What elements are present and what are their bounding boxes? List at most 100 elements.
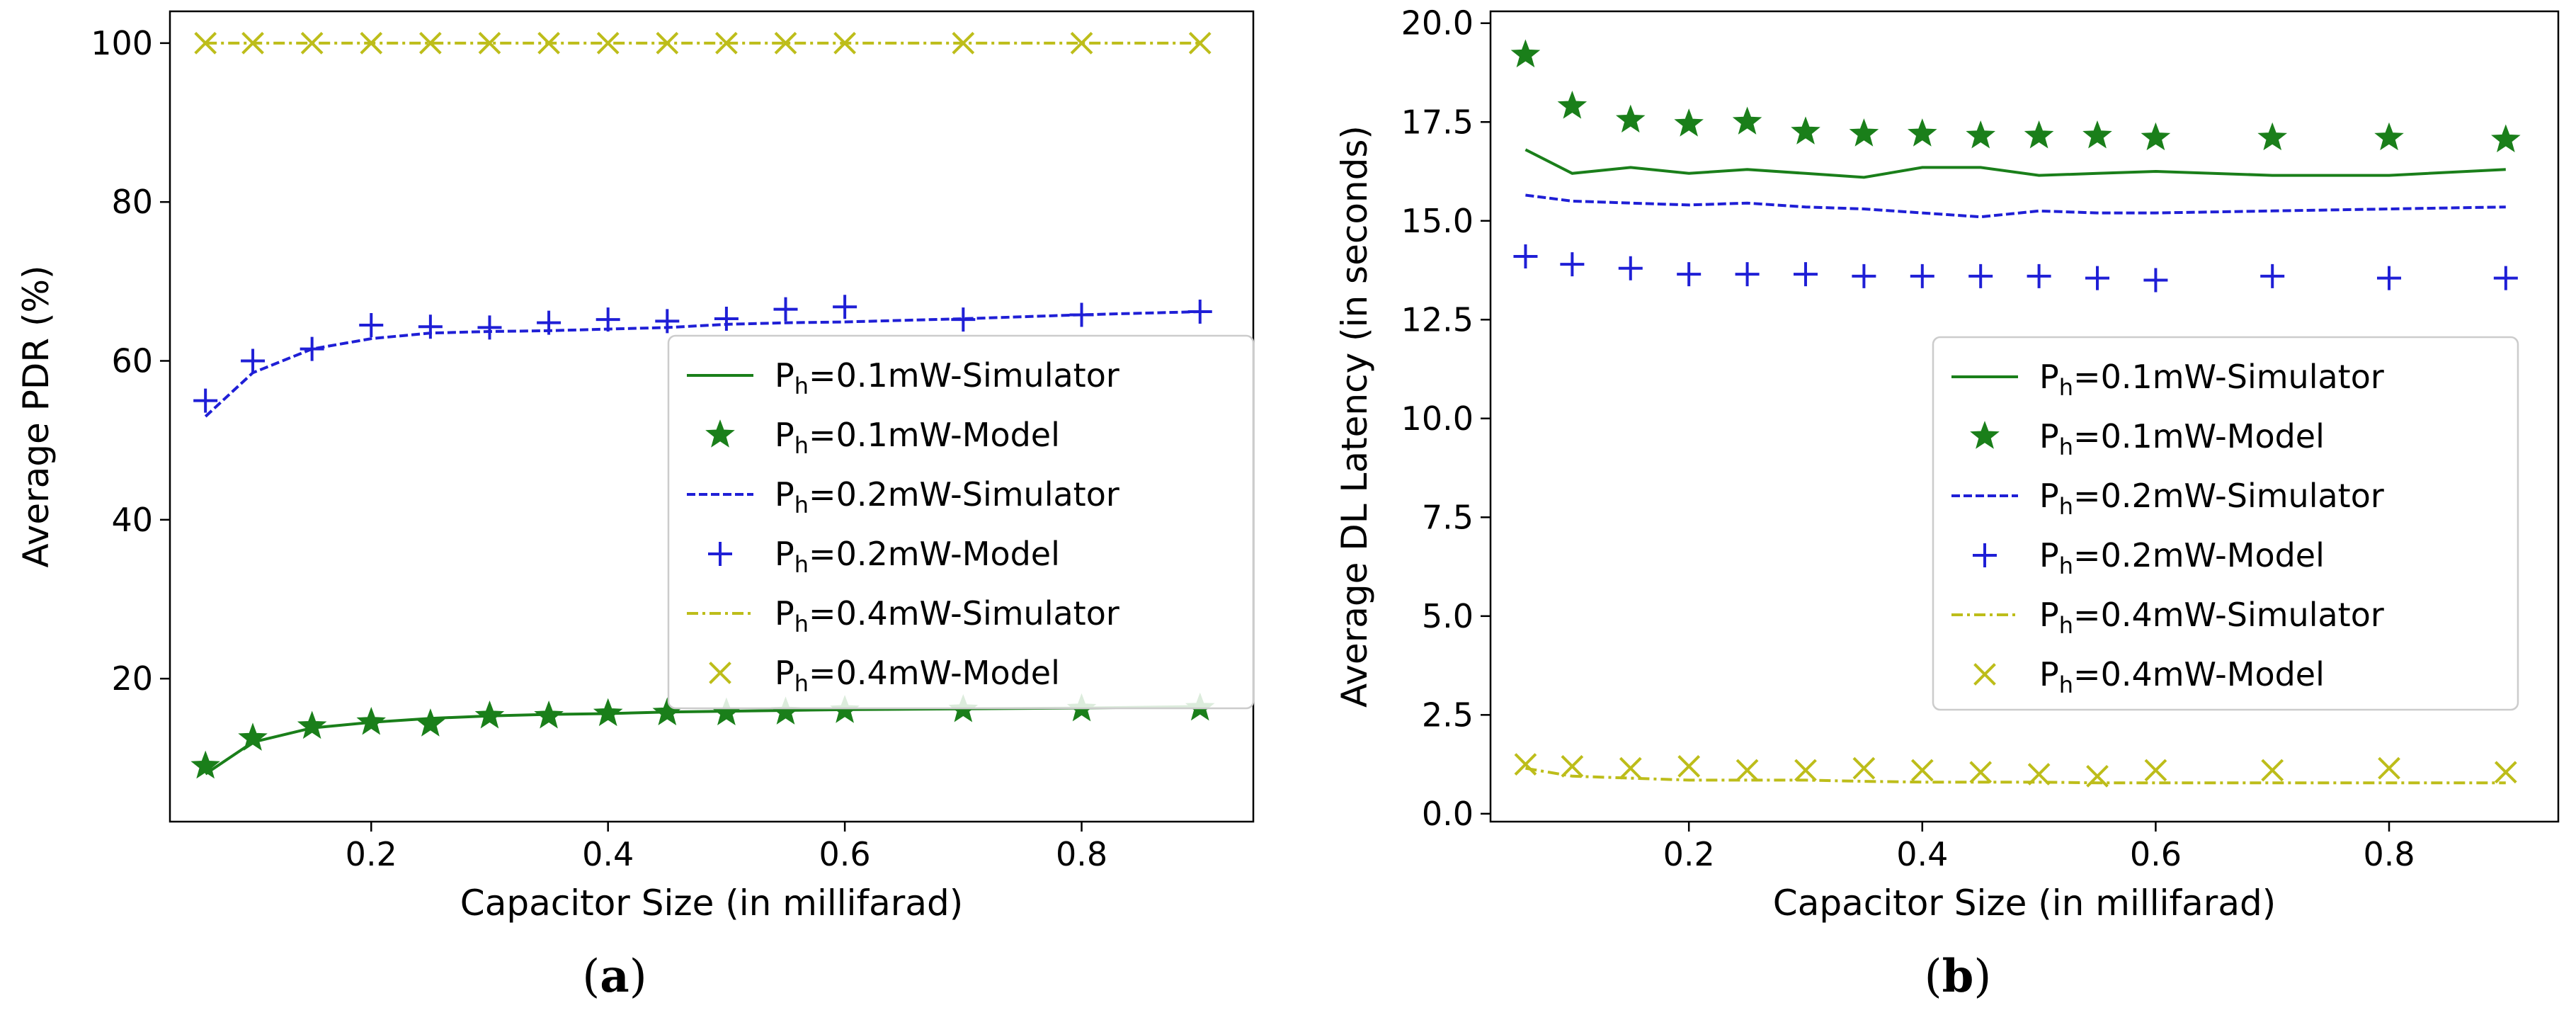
legend-label-main: P <box>2039 536 2059 574</box>
data-point <box>715 31 738 55</box>
data-point <box>1791 116 1820 144</box>
data-point <box>418 314 443 339</box>
legend-label-rest: =0.1mW-Simulator <box>809 356 1119 395</box>
y-tick-label: 5.0 <box>1422 597 1474 635</box>
data-point <box>2086 764 2109 788</box>
data-point <box>1852 263 1876 288</box>
data-point <box>656 31 679 55</box>
legend-marker-swatch <box>1973 543 1997 567</box>
data-point <box>297 710 327 739</box>
data-point <box>1969 761 1993 784</box>
data-point <box>2082 120 2112 149</box>
legend-label-subscript: h <box>794 611 809 637</box>
data-point <box>1966 120 1996 149</box>
legend-label: Ph=0.1mW-Model <box>775 416 1060 459</box>
data-point <box>194 31 217 55</box>
data-point <box>1513 244 1538 268</box>
legend-label: Ph=0.2mW-Simulator <box>2039 477 2384 520</box>
y-tick-label: 0.0 <box>1422 795 1474 833</box>
x-tick-label: 0.2 <box>346 835 397 873</box>
data-point <box>477 315 502 340</box>
x-tick-label: 0.2 <box>1663 835 1715 873</box>
legend-label: Ph=0.1mW-Model <box>2039 417 2325 460</box>
data-point <box>2260 263 2285 288</box>
data-point <box>593 698 623 727</box>
y-tick-label: 80 <box>111 183 153 221</box>
data-point <box>1510 39 1541 68</box>
legend-label-rest: =0.4mW-Model <box>2073 655 2325 693</box>
data-point <box>1910 759 1934 782</box>
data-point <box>2141 122 2171 151</box>
data-point <box>2085 266 2110 290</box>
data-point <box>1561 755 1584 778</box>
data-point <box>419 31 442 55</box>
data-point <box>2377 266 2402 290</box>
data-point <box>1674 108 1704 137</box>
legend-label-rest: =0.2mW-Model <box>2073 536 2325 574</box>
data-point <box>833 31 856 55</box>
data-point <box>1677 755 1701 778</box>
y-tick-label: 10.0 <box>1401 399 1474 438</box>
data-point <box>537 310 562 335</box>
data-point <box>359 313 384 338</box>
legend-entry: Ph=0.4mW-Model <box>1973 655 2325 698</box>
data-point <box>2491 124 2521 153</box>
data-point <box>1560 252 1585 277</box>
legend-label-subscript: h <box>2059 493 2073 520</box>
legend-label-main: P <box>775 356 794 395</box>
series-line <box>1525 766 2506 785</box>
legend-label-rest: =0.4mW-Model <box>809 654 1060 692</box>
data-point <box>1735 262 1760 287</box>
legend-entry: Ph=0.2mW-Simulator <box>1951 477 2384 520</box>
legend-entry: Ph=0.4mW-Model <box>709 654 1060 697</box>
legend-entry: Ph=0.2mW-Simulator <box>687 475 1119 518</box>
legend-marker-swatch <box>1970 421 2000 449</box>
data-point <box>2378 756 2400 780</box>
data-point <box>2143 268 2168 293</box>
legend-entry: Ph=0.2mW-Model <box>1973 536 2325 579</box>
legend-label: Ph=0.2mW-Simulator <box>775 475 1119 518</box>
data-point <box>1794 759 1817 782</box>
y-tick-label: 20.0 <box>1401 4 1474 42</box>
data-point <box>833 295 857 319</box>
legend-label: Ph=0.4mW-Simulator <box>775 594 1119 637</box>
data-point <box>1070 31 1093 55</box>
legend-label-main: P <box>2039 477 2059 515</box>
legend-entry: Ph=0.1mW-Simulator <box>687 356 1119 399</box>
legend-label-subscript: h <box>794 492 809 518</box>
data-point <box>2027 263 2051 288</box>
legend-label-rest: =0.2mW-Simulator <box>809 475 1119 514</box>
legend-label-main: P <box>2039 417 2059 455</box>
data-point <box>2494 761 2517 784</box>
y-tick-label: 12.5 <box>1401 300 1474 339</box>
plot-frame <box>1489 10 2560 823</box>
legend-marker-swatch <box>1973 663 1996 686</box>
series-line <box>1524 148 2506 179</box>
legend-label: Ph=0.4mW-Simulator <box>2039 596 2384 639</box>
legend-label: Ph=0.2mW-Model <box>2039 536 2325 579</box>
legend-label: Ph=0.2mW-Model <box>775 535 1060 578</box>
data-point <box>596 31 620 55</box>
data-point <box>1618 256 1643 280</box>
legend-label-main: P <box>775 594 794 633</box>
legend-entry: Ph=0.4mW-Simulator <box>687 594 1119 637</box>
data-point <box>774 31 797 55</box>
panel-letter: a <box>600 950 629 1003</box>
panel-label: (a) <box>582 950 646 1003</box>
y-tick-label: 7.5 <box>1422 498 1474 536</box>
data-point <box>1615 104 1646 133</box>
legend-label-rest: =0.4mW-Simulator <box>2073 596 2384 634</box>
legend-label-main: P <box>775 416 794 454</box>
data-point <box>190 750 220 779</box>
data-point <box>2374 122 2404 151</box>
data-point <box>1907 118 1937 147</box>
legend-label-subscript: h <box>794 670 809 697</box>
data-point <box>2024 120 2054 149</box>
legend-label-main: P <box>775 654 794 692</box>
x-tick-label: 0.8 <box>1056 835 1107 873</box>
legend-label: Ph=0.1mW-Simulator <box>2039 358 2384 401</box>
legend-label-main: P <box>2039 655 2059 693</box>
legend-label-rest: =0.4mW-Simulator <box>809 594 1119 633</box>
data-point <box>1557 91 1588 119</box>
